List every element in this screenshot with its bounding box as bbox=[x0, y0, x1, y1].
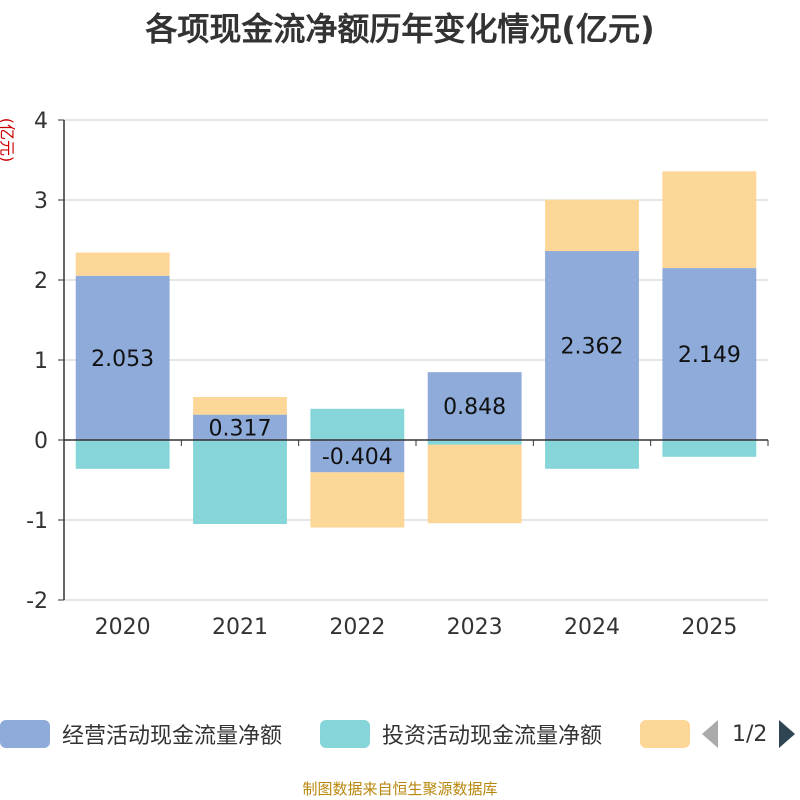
bar-segment bbox=[662, 440, 757, 457]
data-label: 2.053 bbox=[91, 347, 154, 372]
bar-segment bbox=[193, 397, 287, 415]
legend-label-investing: 投资活动现金流量净额 bbox=[382, 724, 603, 749]
y-tick-label: 0 bbox=[34, 429, 48, 454]
legend-item-operating[interactable]: 经营活动现金流量净额 bbox=[0, 716, 282, 752]
x-tick-label: 2023 bbox=[447, 615, 503, 640]
x-tick-label: 2021 bbox=[212, 615, 268, 640]
bar-segment bbox=[545, 440, 639, 469]
legend-page-indicator: 1/2 bbox=[732, 721, 768, 747]
data-label: 0.848 bbox=[443, 395, 506, 420]
bar-segment bbox=[545, 251, 639, 440]
bar-segment bbox=[75, 252, 170, 276]
legend-swatch-operating bbox=[0, 720, 50, 748]
legend-pager: 1/2 bbox=[702, 716, 796, 752]
bar-segment bbox=[427, 444, 522, 524]
y-tick-label: 2 bbox=[34, 269, 48, 294]
bar-segment bbox=[75, 275, 170, 440]
bar-segment bbox=[193, 440, 287, 524]
data-label: 0.317 bbox=[209, 416, 272, 441]
bar-segment bbox=[427, 440, 522, 445]
y-tick-label: -2 bbox=[26, 589, 48, 614]
legend-prev-icon[interactable] bbox=[702, 720, 718, 748]
bar-segment bbox=[310, 408, 405, 440]
legend-item-investing[interactable]: 投资活动现金流量净额 bbox=[320, 716, 602, 752]
bar-segment bbox=[662, 268, 757, 440]
bar-segment bbox=[75, 440, 170, 469]
chart-title: 各项现金流净额历年变化情况(亿元) bbox=[145, 10, 655, 48]
bar-segment bbox=[310, 440, 405, 473]
bar-segment bbox=[662, 171, 757, 269]
y-tick-label: 4 bbox=[34, 109, 48, 134]
y-tick-label: 1 bbox=[34, 349, 48, 374]
legend-label-operating: 经营活动现金流量净额 bbox=[62, 724, 283, 749]
legend-swatch-investing bbox=[320, 720, 370, 748]
legend-next-icon[interactable] bbox=[779, 720, 796, 748]
data-label: 2.362 bbox=[561, 335, 624, 360]
legend-item-financing[interactable] bbox=[640, 716, 690, 752]
bar-segment bbox=[427, 372, 522, 440]
x-tick-label: 2024 bbox=[564, 615, 620, 640]
y-tick-label: -1 bbox=[26, 509, 48, 534]
data-source-footer: 制图数据来自恒生聚源数据库 bbox=[302, 780, 498, 798]
bar-segment bbox=[310, 472, 405, 528]
x-tick-label: 2025 bbox=[681, 615, 737, 640]
data-label: -0.404 bbox=[322, 445, 393, 470]
legend-swatch-financing bbox=[640, 720, 690, 748]
bar-segment bbox=[193, 414, 287, 440]
legend: 经营活动现金流量净额 投资活动现金流量净额 1/2 bbox=[0, 716, 800, 756]
x-tick-label: 2022 bbox=[329, 615, 385, 640]
bar-segment bbox=[545, 199, 639, 252]
y-tick-label: 3 bbox=[34, 189, 48, 214]
data-label: 2.149 bbox=[678, 343, 741, 368]
x-tick-label: 2020 bbox=[95, 615, 151, 640]
